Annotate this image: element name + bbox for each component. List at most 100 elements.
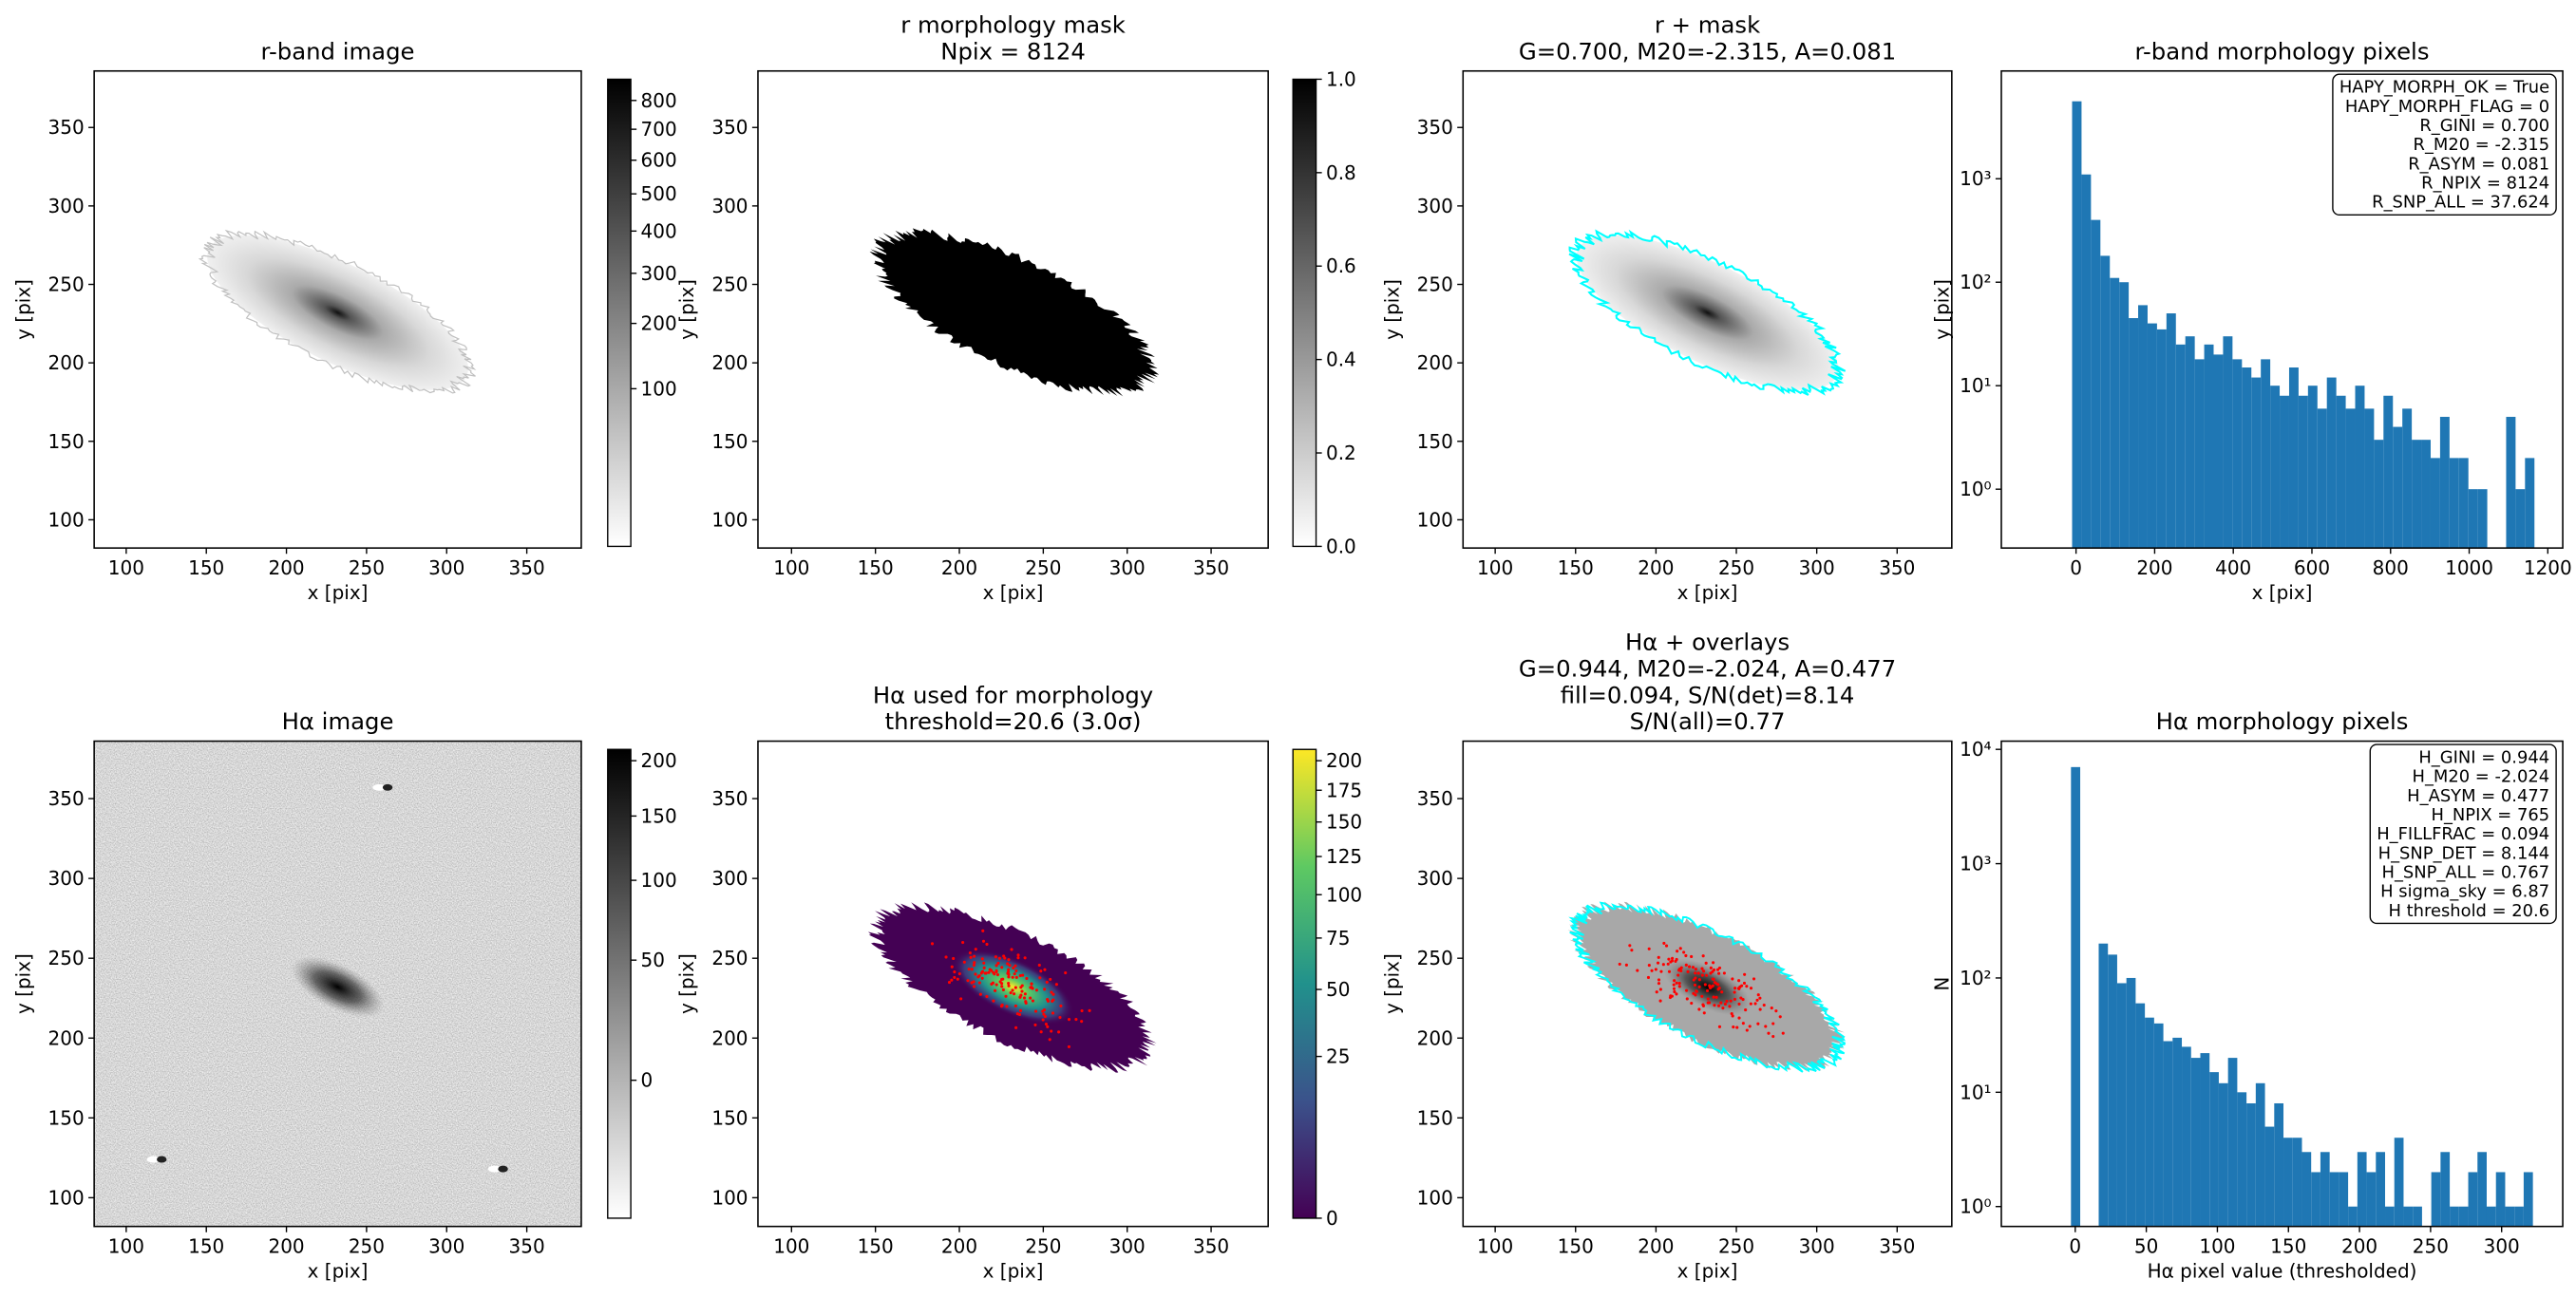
detection-point bbox=[1686, 969, 1690, 973]
colorbar-tick-label: 300 bbox=[641, 262, 677, 285]
y-tick-label: 10² bbox=[1960, 967, 1991, 989]
detection-point bbox=[1711, 969, 1714, 973]
colorbar-tick-label: 200 bbox=[641, 749, 677, 772]
axes-frame bbox=[757, 69, 1269, 549]
detection-point bbox=[1676, 950, 1679, 953]
bar bbox=[2190, 1058, 2201, 1227]
detection-point bbox=[1744, 1008, 1748, 1012]
detection-point bbox=[1656, 961, 1660, 965]
detection-point bbox=[1700, 967, 1704, 970]
detection-point bbox=[1636, 969, 1639, 972]
bar bbox=[2288, 367, 2299, 549]
detection-point bbox=[973, 954, 976, 958]
bar bbox=[2081, 174, 2092, 549]
detection-point bbox=[1732, 1025, 1735, 1029]
x-axis-label: x [pix] bbox=[1677, 1260, 1738, 1283]
detection-point bbox=[1670, 994, 1674, 998]
detection-point bbox=[1054, 983, 1058, 987]
bar bbox=[2307, 386, 2318, 549]
detection-point bbox=[1050, 1029, 1053, 1033]
detection-point bbox=[1682, 950, 1686, 954]
y-tick-label: 10⁰ bbox=[1960, 1195, 1991, 1218]
y-tick-label: 250 bbox=[48, 947, 85, 969]
y-tick-label: 300 bbox=[48, 867, 85, 890]
x-tick-label: 100 bbox=[1477, 1235, 1513, 1258]
detection-point bbox=[1767, 1031, 1771, 1035]
detection-point bbox=[1719, 1001, 1723, 1005]
panel-title: Hα used for morphology bbox=[873, 681, 1153, 708]
bar bbox=[2098, 943, 2109, 1227]
x-tick-label: 300 bbox=[2484, 1235, 2520, 1258]
x-tick-label: 0 bbox=[2070, 556, 2082, 579]
detection-point bbox=[953, 975, 957, 979]
bar bbox=[2345, 408, 2356, 549]
y-tick-label: 250 bbox=[1417, 273, 1453, 296]
stats-line: H_SNP_ALL = 0.767 bbox=[2382, 862, 2550, 882]
y-tick-label: 100 bbox=[1417, 1186, 1453, 1209]
detection-point bbox=[972, 963, 976, 968]
galaxy bbox=[1576, 235, 1839, 390]
x-tick-label: 300 bbox=[1109, 556, 1146, 579]
bright-source bbox=[372, 783, 387, 791]
stats-line: H_SNP_DET = 8.144 bbox=[2378, 843, 2549, 863]
detection-point bbox=[982, 961, 986, 965]
bar bbox=[2246, 1102, 2256, 1227]
detection-point bbox=[1012, 966, 1015, 970]
detection-point bbox=[1733, 997, 1737, 1001]
detection-point bbox=[930, 942, 935, 946]
stats-box bbox=[2369, 743, 2557, 925]
x-tick-label: 100 bbox=[108, 556, 144, 579]
detection-point bbox=[962, 960, 966, 964]
colorbar-tick-label: 800 bbox=[641, 89, 677, 112]
detection-point bbox=[1733, 987, 1737, 990]
detection-point bbox=[1064, 970, 1068, 975]
colorbar-tick-label: 100 bbox=[641, 869, 677, 892]
detection-point bbox=[1722, 971, 1726, 975]
x-tick-label: 250 bbox=[349, 1235, 385, 1258]
y-tick-label: 300 bbox=[711, 195, 748, 217]
bar bbox=[2270, 386, 2281, 549]
detection-point bbox=[1700, 994, 1704, 998]
stats-line: R_M20 = -2.315 bbox=[2414, 135, 2550, 155]
detection-point bbox=[993, 988, 997, 992]
plot-area bbox=[2071, 766, 2533, 1227]
y-tick-label: 150 bbox=[1417, 1106, 1453, 1129]
bar bbox=[2506, 417, 2516, 549]
detection-point bbox=[1702, 1011, 1706, 1015]
detection-point bbox=[1000, 966, 1004, 969]
bright-source bbox=[487, 1165, 502, 1173]
axes-frame bbox=[1462, 69, 1953, 549]
detection-point bbox=[1088, 1008, 1091, 1012]
detection-point bbox=[1690, 954, 1694, 959]
x-axis-label: x [pix] bbox=[1677, 581, 1738, 604]
galaxy-core bbox=[291, 956, 385, 1018]
detection-point bbox=[1006, 962, 1010, 966]
x-tick-label: 350 bbox=[509, 1235, 545, 1258]
x-tick-label: 250 bbox=[349, 556, 385, 579]
detection-point bbox=[1020, 984, 1024, 988]
bar bbox=[2514, 1206, 2524, 1227]
detection-point bbox=[1000, 977, 1004, 981]
y-tick-label: 250 bbox=[711, 273, 748, 296]
colorbar-tick-label: 400 bbox=[641, 219, 677, 242]
detection-point bbox=[1762, 1003, 1766, 1007]
bright-source bbox=[146, 1156, 161, 1163]
y-tick-label: 200 bbox=[1417, 351, 1453, 374]
detection-point bbox=[1011, 975, 1014, 979]
bar bbox=[2172, 1037, 2183, 1227]
detection-point bbox=[1074, 1018, 1078, 1022]
plot-area bbox=[869, 228, 1160, 397]
detection-point bbox=[1018, 1008, 1023, 1012]
detection-point bbox=[1723, 1002, 1727, 1006]
y-tick-label: 350 bbox=[1417, 787, 1453, 810]
bar bbox=[2523, 1172, 2533, 1227]
detection-point bbox=[1037, 963, 1041, 968]
y-tick-label: 200 bbox=[1417, 1026, 1453, 1049]
detection-point bbox=[1720, 990, 1724, 994]
x-axis-label: x [pix] bbox=[308, 581, 369, 604]
detection-point bbox=[1745, 1028, 1749, 1032]
detection-point bbox=[1029, 986, 1032, 989]
detection-point bbox=[1657, 955, 1660, 959]
y-axis-label: y [pix] bbox=[11, 953, 34, 1014]
